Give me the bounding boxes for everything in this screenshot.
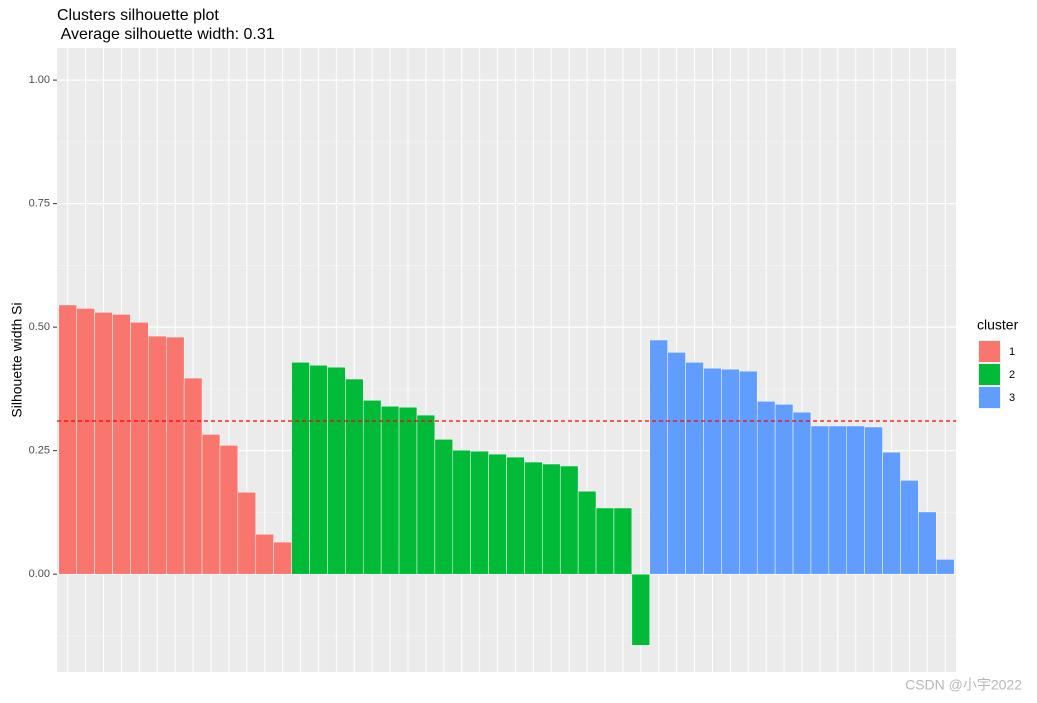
bar bbox=[94, 312, 113, 575]
bar bbox=[452, 449, 471, 575]
y-tick-label: 0.75 bbox=[29, 198, 50, 210]
bar bbox=[237, 491, 257, 575]
bar bbox=[739, 370, 758, 575]
bar bbox=[255, 533, 274, 575]
bars bbox=[58, 304, 955, 646]
bar bbox=[165, 336, 185, 575]
bar bbox=[291, 361, 310, 575]
watermark: CSDN @小宇2022 bbox=[905, 677, 1022, 693]
bar bbox=[900, 480, 919, 575]
bar bbox=[721, 368, 740, 575]
bar bbox=[774, 403, 794, 575]
bar bbox=[416, 414, 436, 575]
bar bbox=[828, 425, 848, 575]
bar bbox=[577, 490, 597, 575]
bar bbox=[345, 378, 364, 575]
chart-title: Clusters silhouette plot bbox=[57, 7, 219, 24]
bar bbox=[703, 367, 722, 575]
legend-swatch bbox=[979, 387, 1000, 408]
bar bbox=[148, 335, 167, 575]
y-tick-label: 0.50 bbox=[29, 321, 50, 333]
chart-subtitle: Average silhouette width: 0.31 bbox=[57, 26, 275, 43]
legend-title: cluster bbox=[977, 317, 1019, 333]
bar bbox=[685, 361, 704, 575]
bar bbox=[631, 573, 651, 646]
y-tick-label: 0.25 bbox=[29, 445, 50, 457]
bar bbox=[864, 426, 883, 575]
bar bbox=[649, 339, 668, 575]
bar bbox=[488, 453, 507, 575]
bar bbox=[183, 377, 203, 575]
bar bbox=[380, 405, 400, 575]
bar bbox=[362, 400, 382, 575]
bar bbox=[667, 352, 686, 575]
bar bbox=[201, 434, 221, 575]
bar bbox=[506, 456, 525, 575]
bar bbox=[219, 444, 239, 575]
bar bbox=[792, 411, 812, 575]
bar bbox=[434, 439, 454, 575]
bar bbox=[882, 451, 901, 575]
legend-label: 2 bbox=[1009, 369, 1015, 381]
bar bbox=[524, 461, 543, 575]
bar bbox=[595, 507, 615, 575]
y-axis-label: Silhouette width Si bbox=[9, 302, 25, 417]
bar bbox=[918, 511, 937, 575]
bar bbox=[756, 401, 776, 575]
bar bbox=[559, 465, 579, 575]
legend-label: 3 bbox=[1009, 392, 1015, 404]
legend-label: 1 bbox=[1009, 346, 1015, 358]
bar bbox=[112, 314, 131, 575]
bar bbox=[936, 559, 955, 575]
y-tick-label: 0.00 bbox=[29, 568, 50, 580]
bar bbox=[470, 450, 489, 575]
bar bbox=[398, 406, 418, 575]
bar bbox=[327, 366, 346, 575]
legend-swatch bbox=[979, 364, 1000, 385]
bar bbox=[613, 507, 633, 575]
bar bbox=[542, 463, 561, 575]
bar bbox=[810, 425, 830, 575]
legend-swatch bbox=[979, 341, 1000, 362]
bar bbox=[130, 321, 149, 575]
bar bbox=[309, 364, 328, 575]
y-tick-label: 1.00 bbox=[29, 74, 50, 86]
bar bbox=[846, 425, 865, 575]
bar bbox=[58, 304, 77, 575]
bar bbox=[273, 541, 292, 575]
bar bbox=[76, 308, 95, 575]
